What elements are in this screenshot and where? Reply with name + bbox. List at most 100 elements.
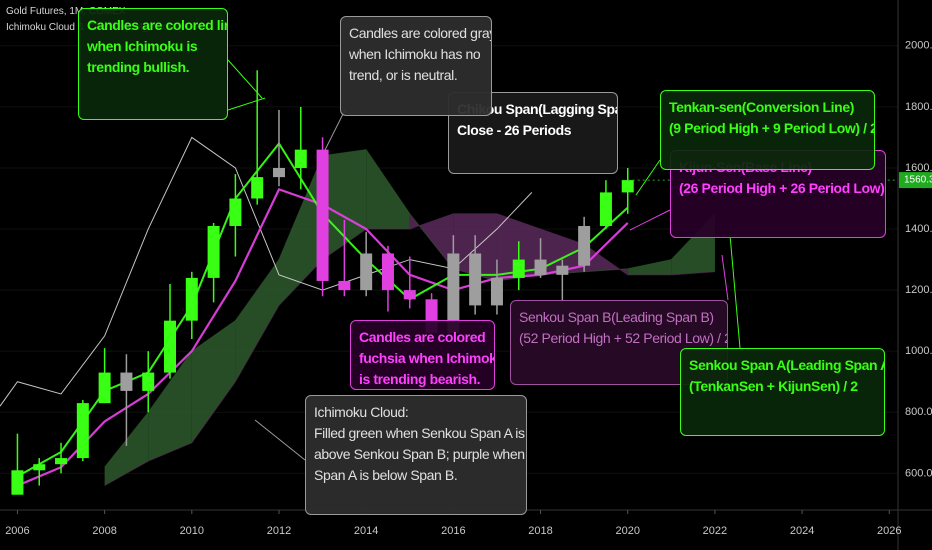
annotation-line: (26 Period High + 26 Period Low) / 2 — [679, 180, 886, 196]
senkou-span-b — [104, 213, 715, 487]
candle-body — [338, 280, 351, 291]
annotation-line: Span A is below Span B. — [314, 467, 458, 483]
x-tick-label: 2016 — [441, 525, 465, 537]
x-tick-label: 2008 — [92, 525, 116, 537]
candles — [11, 70, 634, 495]
candle-body — [185, 277, 198, 321]
pointers — [227, 59, 741, 461]
candle-body — [294, 149, 307, 168]
annotation-box: Senkou Span B(Leading Span B) (52 Period … — [510, 300, 728, 385]
x-tick-label: 2022 — [703, 525, 727, 537]
cloud-fill — [191, 320, 236, 443]
annotation-line: (9 Period High + 9 Period Low) / 2 — [669, 120, 875, 136]
candle-body — [316, 149, 329, 281]
candle-body — [142, 372, 155, 391]
annotation-line: Ichimoku Cloud: — [314, 404, 409, 420]
pointer — [721, 254, 729, 301]
candle-body — [229, 198, 242, 226]
candle-body — [11, 470, 24, 495]
annotation-line: Close - 26 Periods — [457, 122, 572, 138]
last-price-tag — [899, 172, 932, 189]
candle-body — [272, 167, 285, 178]
candle-body — [469, 253, 482, 306]
pointer — [324, 109, 346, 151]
pointer — [635, 159, 661, 196]
y-tick-label: 1400.0 — [905, 223, 932, 235]
cloud-fill — [322, 149, 367, 260]
chart-title: Gold Futures, 1M, COMEX — [6, 6, 126, 17]
candle-body — [490, 277, 503, 306]
annotation-line: when Ichimoku has no — [349, 46, 481, 62]
candle-body — [534, 259, 547, 275]
y-tick-label: 800.0 — [905, 406, 932, 418]
annotation-line: Senkou Span A(Leading Span A) — [689, 357, 885, 373]
candle-body — [55, 458, 68, 465]
pointer — [227, 59, 263, 99]
candle-body — [556, 265, 569, 275]
pointer — [254, 419, 306, 461]
annotation-box: Candles are colored fuchsia when Ichimoku… — [350, 320, 495, 390]
candle-body — [251, 177, 264, 199]
annotation-line: trend, or is neutral. — [349, 67, 458, 83]
annotation-line: Chikou Span(Lagging Span) — [457, 101, 618, 117]
last-price-label: 1560.3 — [904, 175, 932, 186]
annotation-box: Tenkan-sen(Conversion Line) (9 Period Hig… — [660, 90, 875, 170]
candle-body — [207, 225, 220, 278]
annotation-line: Tenkan-sen(Conversion Line) — [669, 99, 854, 115]
candle-body — [403, 290, 416, 300]
pointer — [629, 209, 671, 231]
y-tick-label: 1000.0 — [905, 345, 932, 357]
candle-body — [360, 253, 373, 291]
candle-body — [512, 259, 525, 278]
annotation-line: is trending bearish. — [359, 371, 481, 387]
annotation-box: Ichimoku Cloud: Filled green when Senkou … — [305, 395, 527, 515]
x-tick-label: 2020 — [615, 525, 639, 537]
annotation-line: Candles are colored gray — [349, 25, 492, 41]
senkou-span-a — [104, 149, 716, 468]
candle-body — [621, 180, 634, 193]
annotation-line: Candles are colored lime — [87, 17, 228, 33]
x-tick-label: 2014 — [354, 525, 378, 537]
x-tick-label: 2026 — [877, 525, 901, 537]
annotation-line: above Senkou Span B; purple when — [314, 446, 525, 462]
x-tick-label: 2010 — [180, 525, 204, 537]
y-tick-label: 600.0 — [905, 467, 932, 479]
x-tick-label: 2024 — [790, 525, 814, 537]
y-tick-label: 2000.0 — [905, 40, 932, 52]
candle-body — [599, 192, 612, 226]
x-tick-label: 2006 — [5, 525, 29, 537]
cloud-fill — [366, 149, 410, 230]
annotation-line: Senkou Span B(Leading Span B) — [519, 309, 714, 325]
annotation-box: Candles are colored lime when Ichimoku is… — [78, 8, 228, 120]
annotation-line: Filled green when Senkou Span A is — [314, 425, 525, 441]
pointer — [729, 234, 741, 349]
candle-body — [33, 464, 46, 471]
candle-body — [76, 403, 89, 459]
y-tick-label: 1600.0 — [905, 162, 932, 174]
candle-body — [447, 253, 460, 333]
x-tick-label: 2018 — [528, 525, 552, 537]
x-tick-label: 2012 — [267, 525, 291, 537]
chikou-line — [0, 136, 533, 407]
cloud-fill — [235, 259, 279, 382]
annotation-line: Candles are colored — [359, 329, 486, 345]
candle-body — [164, 320, 177, 373]
annotation-line: fuchsia when Ichimoku — [359, 350, 495, 366]
cloud-fill — [627, 259, 672, 275]
pointer — [227, 97, 266, 111]
candle-body — [98, 372, 111, 404]
annotation-box: Candles are colored gray when Ichimoku ha… — [340, 16, 492, 116]
annotation-line: (52 Period High + 52 Period Low) / 2 — [519, 330, 728, 346]
annotation-line: when Ichimoku is — [87, 38, 198, 54]
annotation-box: Senkou Span A(Leading Span A) (TenkanSen … — [680, 348, 885, 436]
y-tick-label: 1200.0 — [905, 284, 932, 296]
cloud-fill — [278, 155, 323, 306]
candle-body — [578, 225, 591, 266]
y-tick-label: 1800.0 — [905, 101, 932, 113]
cloud-fill — [148, 351, 192, 462]
candle-body — [120, 372, 133, 391]
annotation-line: trending bullish. — [87, 59, 190, 75]
